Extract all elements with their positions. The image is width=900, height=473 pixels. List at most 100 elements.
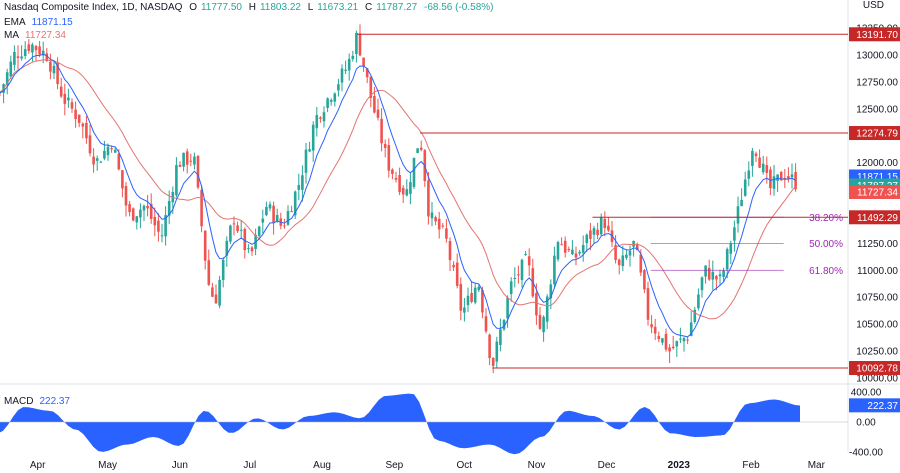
y-tick-label: 10250.00 (856, 347, 898, 358)
x-tick-label: Jun (172, 460, 188, 471)
candle-body (441, 225, 445, 227)
candle-body (9, 61, 13, 77)
candle-body (459, 283, 463, 311)
level-tag-bg (849, 210, 900, 225)
candle-body (707, 267, 711, 280)
currency-label: USD (862, 0, 884, 11)
candle-body (751, 150, 754, 167)
high-value: 11803.22 (259, 2, 301, 13)
candle-body (329, 99, 333, 102)
candle-body (513, 277, 517, 279)
candle-body (560, 244, 563, 246)
candle-body (527, 256, 531, 266)
candle-body (153, 216, 157, 226)
candle-body (182, 152, 185, 167)
ma-legend[interactable]: MA 11727.34 (4, 30, 66, 41)
candle-body (322, 112, 326, 122)
x-tick-label: Feb (742, 460, 760, 471)
candle-body (455, 262, 459, 286)
candle-body (311, 124, 315, 151)
candle-body (679, 338, 682, 340)
candle-body (214, 294, 218, 304)
chart-header: Nasdaq Composite Index, 1D, NASDAQ O 1177… (4, 2, 498, 13)
candle-body (581, 244, 585, 253)
ema-line (0, 53, 796, 338)
candle-body (308, 149, 311, 152)
macd-value: 222.37 (39, 396, 71, 407)
candle-body (203, 230, 207, 261)
candle-body (344, 69, 347, 71)
candle-body (301, 175, 304, 190)
candles-group (0, 24, 797, 374)
ema-legend[interactable]: EMA 11871.15 (4, 17, 73, 28)
candle-body (13, 51, 16, 65)
candle-body (445, 228, 448, 239)
low-label: L (307, 2, 314, 13)
candle-body (229, 225, 232, 242)
candle-body (772, 176, 776, 189)
candle-body (646, 288, 650, 320)
candle-body (779, 172, 783, 181)
low-value: 11673.21 (317, 2, 359, 13)
level-tag-label: 13191.70 (856, 30, 898, 41)
candle-body (160, 235, 164, 237)
candle-body (524, 254, 527, 256)
candle-body (481, 289, 484, 313)
candle-body (567, 249, 571, 251)
candle-body (376, 109, 380, 118)
candle-body (394, 177, 398, 180)
candle-body (535, 293, 538, 316)
y-tick-label: 12750.00 (856, 77, 898, 88)
candle-body (625, 254, 628, 258)
level-tag-bg (849, 27, 900, 42)
candle-body (49, 61, 52, 72)
candle-body (369, 76, 373, 98)
candle-body (520, 259, 524, 281)
candle-body (484, 316, 488, 332)
candle-body (265, 206, 268, 216)
macd-legend[interactable]: MACD 222.37 (4, 396, 70, 407)
candle-body (146, 205, 149, 209)
candle-body (358, 33, 362, 56)
candle-body (34, 45, 38, 51)
candle-body (506, 297, 509, 319)
candle-body (725, 249, 729, 270)
candle-body (157, 220, 160, 232)
candle-body (733, 227, 736, 241)
open-label: O (189, 2, 197, 13)
candle-body (740, 199, 743, 207)
candle-body (193, 156, 196, 165)
y-tick-label: 10750.00 (856, 293, 898, 304)
candle-body (639, 254, 643, 273)
candle-body (697, 294, 700, 309)
candle-body (430, 212, 434, 219)
candle-body (693, 309, 697, 322)
candle-body (661, 338, 664, 343)
candle-body (790, 174, 794, 178)
macd-value-tag-label: 222.37 (867, 401, 898, 412)
x-tick-label: Nov (528, 460, 546, 471)
candle-body (365, 68, 369, 78)
level-tag-label: 10092.78 (856, 364, 898, 375)
candle-body (297, 185, 301, 190)
y-tick-label: 11250.00 (857, 239, 898, 250)
candle-body (463, 307, 466, 313)
candle-body (70, 102, 74, 109)
candle-body (427, 180, 430, 217)
macd-tick-label: -400.00 (849, 448, 883, 459)
candle-body (596, 229, 599, 236)
candle-body (337, 84, 340, 91)
candle-body (643, 270, 646, 290)
candle-body (333, 93, 337, 102)
candle-body (383, 144, 387, 148)
candle-body (398, 174, 401, 193)
x-tick-label: Aug (313, 460, 331, 471)
candle-body (247, 248, 250, 250)
candle-body (477, 286, 481, 291)
candle-body (585, 234, 589, 244)
candle-body (175, 165, 178, 196)
candle-body (499, 329, 502, 345)
y-tick-label: 12500.00 (856, 104, 898, 115)
candle-body (736, 206, 740, 224)
